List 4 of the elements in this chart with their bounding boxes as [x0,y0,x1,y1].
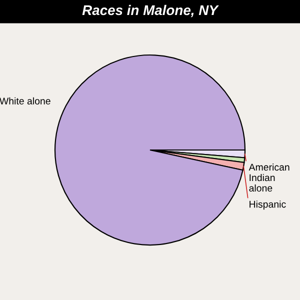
chart-title: Races in Malone, NY [82,4,219,18]
pie-slice [54,54,246,246]
slice-label: Hispanic [250,200,286,210]
slice-label: American Indian alone [248,163,290,192]
